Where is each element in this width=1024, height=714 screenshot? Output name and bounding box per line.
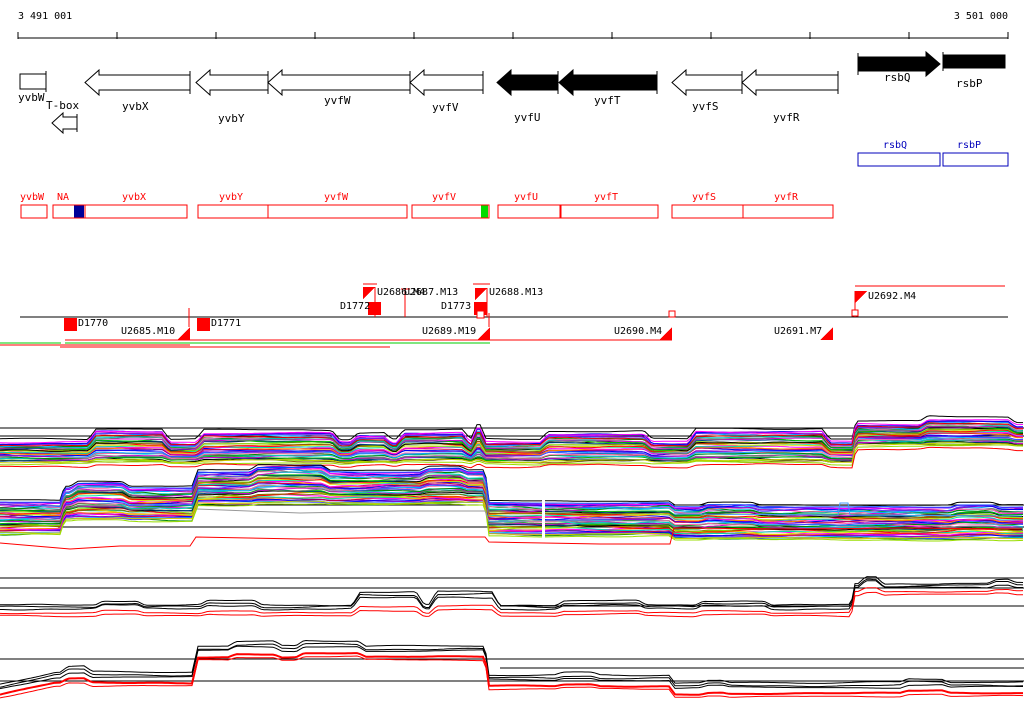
- segment-flag-U2688.M13[interactable]: [475, 288, 487, 300]
- segment-flag-U2685.M10[interactable]: [177, 327, 190, 340]
- signal-panel-2: [0, 464, 1024, 550]
- signal-panel-3: [0, 576, 1024, 618]
- signal-panel-2-extra-0: [0, 464, 1023, 506]
- signal-panel-1-extra-3: [0, 442, 1024, 464]
- signal-panel-2-series-14: [0, 477, 1023, 520]
- gene-arrow-rsbQ[interactable]: [857, 50, 941, 78]
- red-box-1-marker-0: [74, 205, 84, 218]
- signal-panel-2-series-25: [0, 485, 1023, 527]
- signal-panel-4-extra-0: [0, 639, 1023, 685]
- signal-panel-2-gap-0: [542, 477, 545, 541]
- signal-panel-2-series-32: [0, 490, 1024, 533]
- gene-arrow-T-box[interactable]: [51, 111, 78, 135]
- signal-panel-4-extra-4: [0, 655, 1024, 699]
- segment-flag-U2692.M4[interactable]: [855, 291, 867, 303]
- signal-panel-2-extra-2: [0, 466, 1023, 508]
- red-box-6[interactable]: [671, 204, 834, 219]
- blue-box-rsbP[interactable]: [942, 152, 1009, 167]
- blue-box-track: [857, 152, 1009, 167]
- gene-arrow-yvbW[interactable]: [19, 73, 47, 90]
- red-box-track: [20, 204, 834, 219]
- gene-arrow-yvfU[interactable]: [496, 68, 559, 97]
- signal-panel-1-extra-5: [0, 446, 1023, 469]
- signal-panel-2-series-23: [0, 484, 1023, 526]
- signal-panel-1-extra-4: [0, 444, 1024, 466]
- segment-flag-U2689.M19[interactable]: [477, 327, 490, 340]
- gene-track: [19, 50, 1006, 135]
- probe-square-D1770[interactable]: [64, 318, 77, 331]
- signal-panel-1-extra-1: [0, 419, 1024, 444]
- signal-panel-2-extra-3: [0, 500, 1024, 540]
- segment-open-square-2: [476, 310, 485, 319]
- signal-panel-3-extra-3: [0, 587, 1024, 615]
- gene-arrow-yvbX[interactable]: [84, 68, 191, 97]
- signal-panel-2-extra-4: [0, 502, 1024, 542]
- signal-panel-2-extra-6: [0, 527, 1023, 550]
- red-box-4[interactable]: [497, 204, 561, 219]
- signal-panel-2-extra-7: [196, 508, 670, 522]
- segment-open-square-0: [668, 310, 676, 318]
- gene-arrow-yvfV[interactable]: [409, 68, 484, 97]
- segment-flag-U2690.M4[interactable]: [659, 327, 672, 340]
- signal-panel-2-series-26: [0, 485, 1024, 529]
- signal-panel-2-series-20: [0, 481, 1024, 525]
- signal-panel-1-extra-2: [0, 422, 1023, 447]
- ruler: [17, 32, 1009, 39]
- red-box-0[interactable]: [20, 204, 48, 219]
- signal-panel-2-series-6: [0, 470, 1023, 514]
- gene-arrow-yvfS[interactable]: [671, 68, 743, 97]
- signal-panel-3-extra-2: [0, 580, 1023, 611]
- signal-panel-3-extra-1: [0, 578, 1024, 609]
- segment-open-square-1: [851, 309, 859, 317]
- gene-arrow-rsbP[interactable]: [942, 54, 1006, 69]
- signal-panel-2-extra-1: [0, 467, 1023, 510]
- red-box-1[interactable]: [52, 204, 188, 219]
- gene-arrow-yvfT[interactable]: [558, 68, 658, 97]
- red-box-5[interactable]: [560, 204, 659, 219]
- signal-panel-3-extra-4: [0, 591, 1023, 618]
- segment-flag-U2691.M7[interactable]: [820, 327, 833, 340]
- red-box-3-marker-0: [481, 205, 488, 218]
- red-box-2[interactable]: [197, 204, 408, 219]
- gene-arrow-yvbY[interactable]: [195, 68, 269, 97]
- red-box-3[interactable]: [411, 204, 490, 219]
- segment-track: [0, 283, 1008, 348]
- signal-panel-2-series-35: [0, 492, 1023, 535]
- segment-flag-U2686.M4[interactable]: [363, 287, 375, 299]
- gene-arrow-yvfW[interactable]: [267, 68, 411, 97]
- probe-square-D1771[interactable]: [197, 318, 210, 331]
- signal-panel-2-extra-5: [673, 502, 1023, 517]
- signal-panel-4-extra-2: [0, 645, 1023, 690]
- signal-panel-4: [0, 639, 1024, 699]
- signal-panel-4-extra-3: [0, 652, 1023, 696]
- blue-box-rsbQ[interactable]: [857, 152, 941, 167]
- gene-arrow-yvfR[interactable]: [741, 68, 839, 97]
- signal-panel-2-series-37: [0, 494, 1023, 536]
- signal-panel-2-series-21: [0, 482, 1023, 524]
- signal-panel-1: [0, 415, 1024, 469]
- signal-panel-4-extra-1: [0, 642, 1024, 688]
